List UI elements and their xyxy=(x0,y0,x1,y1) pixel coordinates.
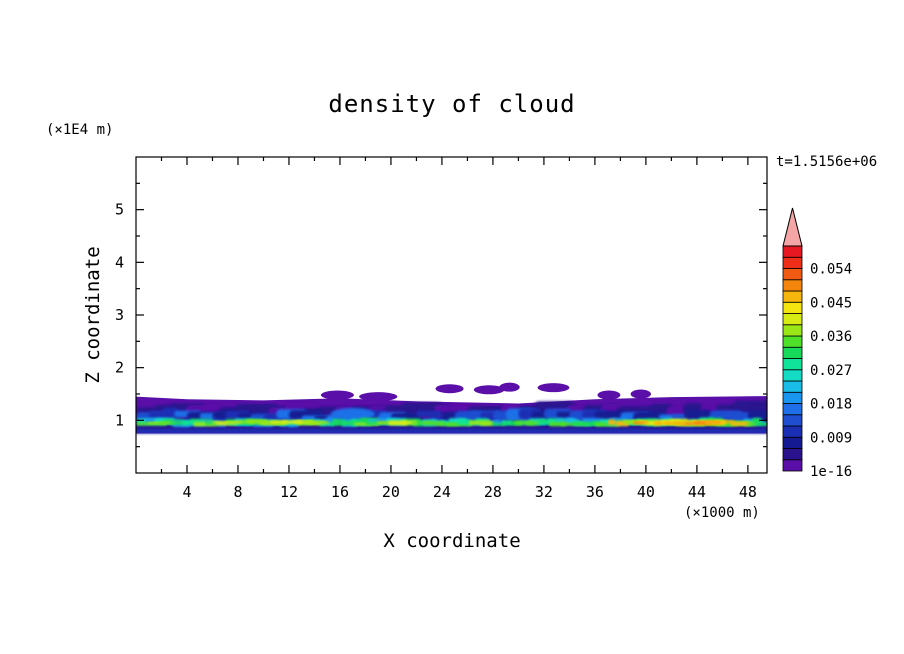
cloud-texture-core xyxy=(331,421,346,426)
cloud-blob-upper xyxy=(435,384,464,394)
cloud-texture-mid xyxy=(416,410,442,417)
colorbar-swatch xyxy=(782,313,803,326)
cloud-blob-mid xyxy=(330,408,375,421)
x-tick-label: 40 xyxy=(637,483,655,501)
cloud-blob-upper xyxy=(499,382,520,392)
colorbar-label: 0.054 xyxy=(810,262,852,278)
x-unit-label: (×1000 m) xyxy=(684,505,760,521)
cloud-texture-core xyxy=(755,422,767,426)
cloud-texture-core xyxy=(158,421,174,425)
cloud-texture-warm xyxy=(223,421,255,424)
x-tick-label: 16 xyxy=(331,483,349,501)
x-tick-label: 44 xyxy=(688,483,706,501)
x-tick-label: 4 xyxy=(182,483,191,501)
colorbar-swatch xyxy=(782,436,803,449)
chart-title: density of cloud xyxy=(328,90,575,118)
y-tick-label: 1 xyxy=(115,411,124,429)
colorbar-swatch xyxy=(782,301,803,314)
colorbar-extend-arrow xyxy=(782,207,803,247)
x-tick-label: 12 xyxy=(280,483,298,501)
colorbar-swatch xyxy=(782,369,803,382)
cloud-texture-mid xyxy=(645,414,660,420)
colorbar-swatch xyxy=(782,358,803,371)
colorbar-swatch xyxy=(782,324,803,337)
cloud-texture-low xyxy=(716,404,738,411)
y-tick-label: 5 xyxy=(115,201,124,219)
cloud-blob-upper xyxy=(537,383,570,393)
cloud-blob-upper xyxy=(473,385,505,395)
colorbar-swatch xyxy=(782,279,803,292)
colorbar-label: 1e-16 xyxy=(810,464,852,480)
y-tick-label: 4 xyxy=(115,253,124,271)
x-tick-labels: 4 8 12 16 20 24 28 32 36 40 44 48 xyxy=(182,483,756,501)
y-unit-label: (×1E4 m) xyxy=(46,122,113,138)
cloud-layer-bottom xyxy=(136,428,767,434)
colorbar-labels: 1e-16 0.009 0.018 0.027 0.036 0.045 0.054 xyxy=(810,262,852,481)
x-tick-label: 8 xyxy=(233,483,242,501)
y-tick-label: 3 xyxy=(115,306,124,324)
colorbar-label: 0.027 xyxy=(810,363,852,379)
cloud-blob-upper xyxy=(597,390,621,400)
x-tick-label: 32 xyxy=(535,483,553,501)
x-tick-label: 36 xyxy=(586,483,604,501)
colorbar xyxy=(782,207,803,472)
cloud-texture-mid xyxy=(161,407,180,420)
cloud-texture-mid xyxy=(760,411,767,417)
colorbar-swatch xyxy=(782,391,803,404)
colorbar-swatch xyxy=(782,335,803,348)
cloud-texture-peak xyxy=(607,419,617,425)
colorbar-swatch xyxy=(782,403,803,416)
cloud-blob-upper xyxy=(320,390,354,400)
x-tick-label: 28 xyxy=(484,483,502,501)
y-axis-label: Z coordinate xyxy=(82,246,104,383)
colorbar-swatch xyxy=(782,414,803,427)
colorbar-swatch xyxy=(782,425,803,438)
colorbar-swatch xyxy=(782,380,803,393)
x-tick-label: 48 xyxy=(739,483,757,501)
colorbar-label: 0.018 xyxy=(810,397,852,413)
colorbar-swatch xyxy=(782,290,803,303)
colorbar-swatch xyxy=(782,245,803,258)
cloud-texture-core xyxy=(526,421,540,426)
colorbar-swatch xyxy=(782,256,803,269)
cloud-texture-warm xyxy=(304,421,330,424)
cloud-blob-upper xyxy=(359,392,398,402)
cloud-texture-peak-core xyxy=(673,421,686,423)
colorbar-swatch xyxy=(782,448,803,461)
cloud-field xyxy=(136,382,783,434)
colorbar-label: 0.036 xyxy=(810,329,852,345)
cloud-texture-core xyxy=(537,422,553,425)
time-label: t=1.5156e+06 xyxy=(776,154,877,170)
colorbar-label: 0.009 xyxy=(810,430,852,446)
axis-ticks xyxy=(136,157,767,473)
x-tick-label: 24 xyxy=(433,483,451,501)
y-tick-label: 2 xyxy=(115,359,124,377)
cloud-texture-core xyxy=(491,422,506,426)
cloud-blob-upper xyxy=(630,389,651,399)
y-tick-labels: 1 2 3 4 5 xyxy=(115,201,124,430)
colorbar-swatch xyxy=(782,268,803,281)
colorbar-label: 0.045 xyxy=(810,295,852,311)
cloud-texture-peak xyxy=(730,421,749,426)
colorbar-swatch xyxy=(782,346,803,359)
cloud-texture-core xyxy=(767,423,783,425)
cloud-texture-core xyxy=(480,421,494,426)
x-axis-label: X coordinate xyxy=(383,530,520,552)
colorbar-swatch xyxy=(782,459,803,472)
cloud-texture-peak-core xyxy=(704,421,724,425)
x-tick-label: 20 xyxy=(382,483,400,501)
